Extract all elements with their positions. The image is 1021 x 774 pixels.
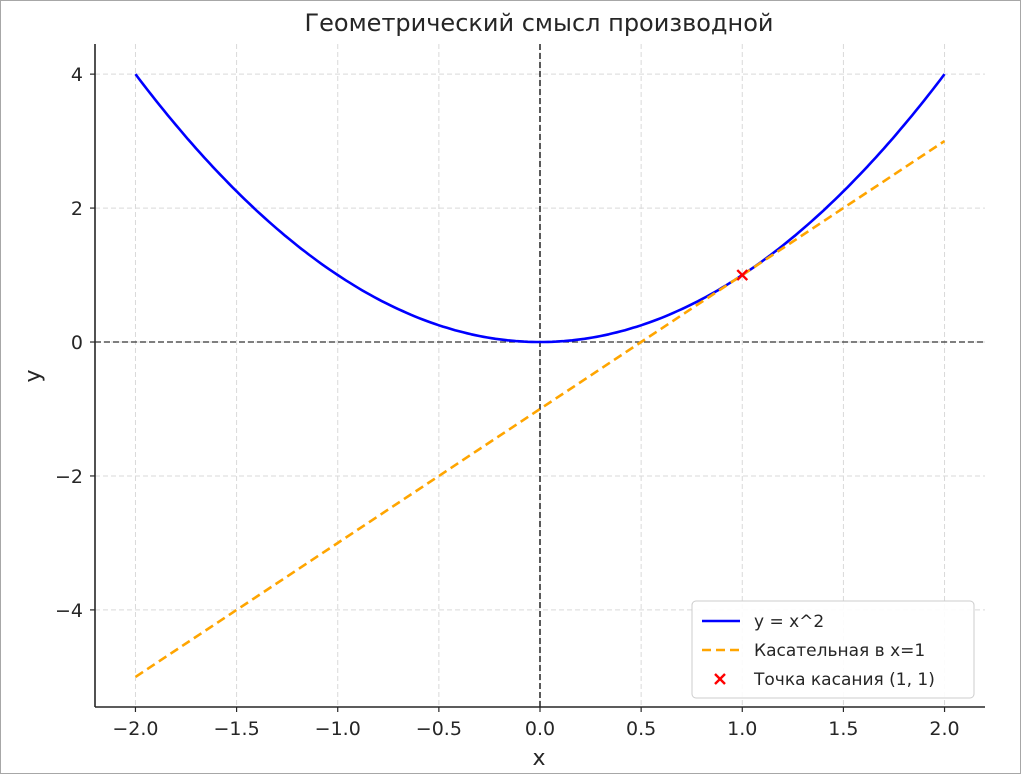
marker-stroke — [714, 673, 726, 685]
x-axis-label: x — [532, 746, 545, 771]
x-tick-label: −1.5 — [214, 718, 260, 740]
legend-box — [691, 600, 975, 699]
x-tick-label: −1.0 — [315, 718, 361, 740]
plot-series — [134, 73, 946, 678]
x-tick-label: 1.5 — [828, 718, 858, 740]
x-tick-label: −0.5 — [416, 718, 462, 740]
y-tick-label: −4 — [55, 600, 83, 622]
x-tick-label: 0.5 — [626, 718, 656, 740]
y-tick-label: −2 — [55, 466, 83, 488]
x-tick-label: 0.0 — [525, 718, 555, 740]
tangent-point-marker — [736, 269, 749, 281]
legend-entry: Точка касания (1, 1) — [714, 670, 935, 690]
x-tick-label: 1.0 — [727, 718, 757, 740]
legend-swatch-point — [714, 673, 726, 685]
parabola-series — [134, 73, 946, 344]
x-tick-label: 2.0 — [929, 718, 959, 740]
y-tick-label: 2 — [71, 198, 83, 220]
y-tick-label: 4 — [71, 64, 83, 86]
legend-entry: Касательная в x=1 — [702, 641, 925, 661]
tangent-line-series — [134, 140, 946, 678]
y-tick-label: 0 — [71, 332, 83, 354]
legend: y = x^2 Касательная в x=1 Точка касания (1… — [691, 600, 975, 699]
x-tick-label: −2.0 — [112, 718, 158, 740]
legend-label: Касательная в x=1 — [754, 641, 925, 661]
legend-entry: y = x^2 — [702, 612, 824, 632]
axes: −2.0 −1.5 −1.0 −0.5 0.0 0.5 1.0 1.5 2.0 −4 −2 0 2 4 — [55, 44, 985, 740]
legend-label: y = x^2 — [754, 612, 824, 632]
y-axis-label: y — [21, 369, 46, 382]
marker-stroke — [736, 269, 749, 281]
legend-label: Точка касания (1, 1) — [753, 670, 935, 690]
chart-title: Геометрический смысл производной — [304, 9, 773, 37]
